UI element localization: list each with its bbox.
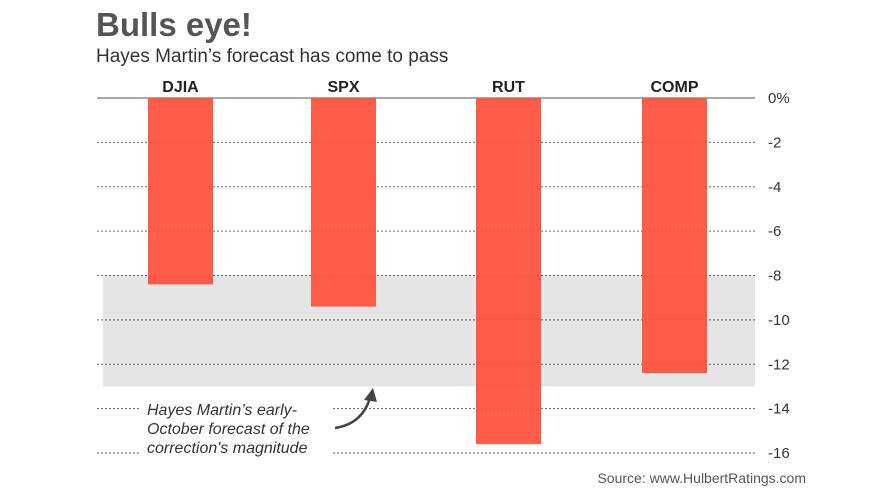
bar-spx xyxy=(311,98,376,307)
bar-rut xyxy=(476,98,541,445)
annotation-bg xyxy=(140,396,333,458)
chart-title: Bulls eye! xyxy=(96,6,252,43)
y-tick-label: -8 xyxy=(768,268,781,285)
category-label: RUT xyxy=(492,79,525,96)
y-tick-label: -6 xyxy=(768,223,781,240)
annotation-text: correction's magnitude xyxy=(147,440,308,457)
y-tick-label: -12 xyxy=(768,356,790,373)
bar-comp xyxy=(642,98,707,374)
annotation-text: October forecast of the xyxy=(147,421,310,438)
y-tick-label: -14 xyxy=(768,401,790,418)
category-label: COMP xyxy=(651,79,699,96)
annotation-arrow xyxy=(334,397,372,430)
y-tick-label: -4 xyxy=(768,179,781,196)
y-tick-label: -10 xyxy=(768,312,790,329)
y-tick-label: -16 xyxy=(768,445,790,462)
y-tick-label: -2 xyxy=(768,134,781,151)
category-label: SPX xyxy=(327,79,359,96)
bar-djia xyxy=(148,98,213,285)
chart-subtitle: Hayes Martin’s forecast has come to pass xyxy=(96,46,449,67)
source-note: Source: www.HulbertRatings.com xyxy=(597,470,806,486)
annotation-text: Hayes Martin’s early- xyxy=(147,402,297,419)
arrowhead-icon xyxy=(364,388,377,402)
category-label: DJIA xyxy=(162,79,199,96)
y-tick-label: 0% xyxy=(768,90,790,107)
